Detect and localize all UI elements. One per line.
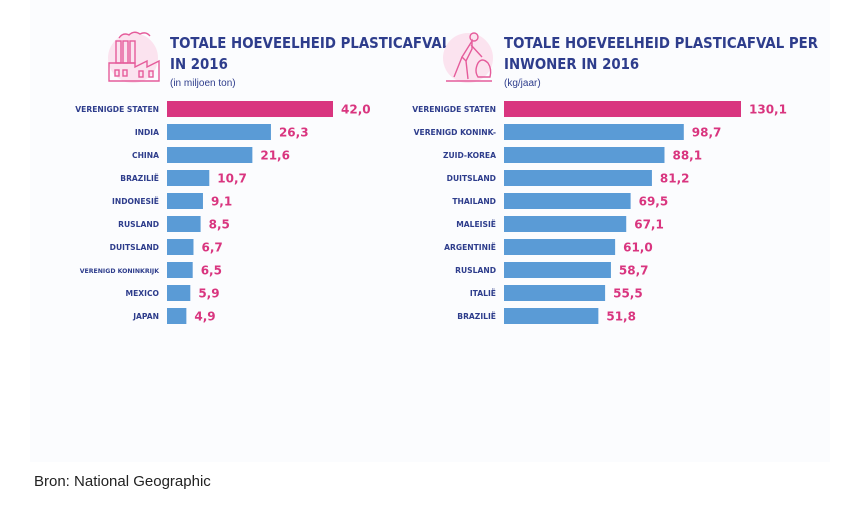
chart-title: TOTALE HOEVEELHEID PLASTICAFVAL IN 2016 <box>170 33 450 75</box>
value-label: 55,5 <box>613 287 643 301</box>
value-label: 8,5 <box>209 218 230 232</box>
category-label: THAILAND <box>452 197 496 206</box>
bar <box>167 285 191 301</box>
value-label: 26,3 <box>279 126 309 140</box>
bar <box>504 285 606 301</box>
bar <box>504 262 611 278</box>
bar <box>504 124 684 140</box>
category-label: JAPAN <box>132 312 159 321</box>
category-label: VERENIGD KONINKRIJK <box>80 268 159 275</box>
category-label: VERENIGDE STATEN <box>75 105 159 114</box>
category-label: INDONESIË <box>112 197 159 206</box>
value-label: 69,5 <box>639 195 669 209</box>
value-label: 6,5 <box>201 264 222 278</box>
category-label: RUSLAND <box>118 220 159 229</box>
bar <box>504 147 665 163</box>
factory-icon <box>108 31 160 83</box>
value-label: 51,8 <box>606 310 636 324</box>
bar <box>167 262 193 278</box>
category-label: ZUID-KOREA <box>443 151 496 160</box>
value-label: 61,0 <box>623 241 653 255</box>
value-label: 5,9 <box>198 287 219 301</box>
chart-title: TOTALE HOEVEELHEID PLASTICAFVAL PER INWO… <box>504 33 818 75</box>
category-label: ITALIË <box>470 289 496 298</box>
infographic-panel <box>30 0 830 462</box>
value-label: 98,7 <box>692 126 722 140</box>
bar <box>167 308 187 324</box>
category-label: VERENIGD KONINK- <box>414 128 496 137</box>
category-label: ARGENTINIË <box>444 243 496 252</box>
bar <box>167 147 253 163</box>
value-label: 42,0 <box>341 103 371 117</box>
bar <box>504 216 627 232</box>
chart-plastic-waste-per-capita: TOTALE HOEVEELHEID PLASTICAFVAL PER INWO… <box>398 0 858 462</box>
person-with-trash-bag-icon <box>443 32 493 83</box>
bar <box>167 193 203 209</box>
bar <box>504 170 652 186</box>
value-label: 88,1 <box>672 149 702 163</box>
chart-title-line-2: INWONER IN 2016 <box>504 55 640 73</box>
chart-title-line-1: TOTALE HOEVEELHEID PLASTICAFVAL <box>170 34 451 52</box>
bar <box>167 101 333 117</box>
bar <box>504 101 741 117</box>
category-label: INDIA <box>135 128 159 137</box>
value-label: 130,1 <box>749 103 787 117</box>
value-label: 6,7 <box>201 241 222 255</box>
source-caption: Bron: National Geographic <box>34 473 211 490</box>
value-label: 9,1 <box>211 195 232 209</box>
category-label: VERENIGDE STATEN <box>412 105 496 114</box>
bar-chart-right: VERENIGDE STATEN 130,1 VERENIGD KONINK- 98,… <box>412 101 787 324</box>
category-label: RUSLAND <box>455 266 496 275</box>
bar <box>504 239 616 255</box>
bar <box>504 193 631 209</box>
chart-subtitle: (in miljoen ton) <box>170 78 236 89</box>
bar <box>167 216 201 232</box>
value-label: 10,7 <box>217 172 247 186</box>
category-label: MALEISIË <box>456 220 496 229</box>
bar <box>167 170 210 186</box>
category-label: BRAZILIË <box>457 312 496 321</box>
value-label: 67,1 <box>634 218 664 232</box>
category-label: MEXICO <box>126 289 160 298</box>
value-label: 58,7 <box>619 264 649 278</box>
bar-chart-left: VERENIGDE STATEN 42,0 INDIA 26,3 CHINA 21,6 BR… <box>75 101 371 324</box>
value-label: 21,6 <box>260 149 290 163</box>
category-label: BRAZILIË <box>120 174 159 183</box>
value-label: 4,9 <box>194 310 215 324</box>
bar <box>167 239 194 255</box>
bar <box>167 124 271 140</box>
chart-subtitle: (kg/jaar) <box>504 78 541 89</box>
chart-title-line-1: TOTALE HOEVEELHEID PLASTICAFVAL PER <box>504 34 819 52</box>
category-label: CHINA <box>132 151 159 160</box>
category-label: DUITSLAND <box>447 174 496 183</box>
value-label: 81,2 <box>660 172 690 186</box>
bar <box>504 308 599 324</box>
chart-title-line-2: IN 2016 <box>170 55 228 73</box>
chart-total-plastic-waste: TOTALE HOEVEELHEID PLASTICAFVAL IN 2016 … <box>0 0 450 462</box>
category-label: DUITSLAND <box>110 243 159 252</box>
